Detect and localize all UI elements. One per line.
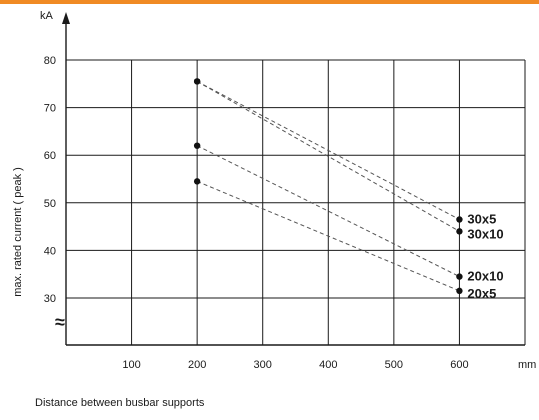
y-tick-label: 70	[44, 103, 56, 115]
series-label: 20x10	[467, 269, 503, 284]
series-label: 30x10	[467, 226, 503, 241]
top-accent-bar	[0, 0, 539, 4]
x-tick-label: 500	[385, 359, 403, 371]
series-line	[196, 80, 460, 220]
data-point	[456, 228, 463, 235]
x-tick-label: 300	[254, 359, 272, 371]
data-point	[456, 287, 463, 295]
y-unit-label: kA	[40, 10, 54, 22]
grid	[66, 59, 526, 345]
series-label: 20x5	[467, 286, 496, 301]
data-point	[193, 142, 201, 149]
x-axis-title: Distance between busbar supports	[35, 397, 205, 409]
series-label: 30x5	[467, 211, 496, 226]
x-tick-label: 600	[450, 359, 468, 371]
axis-break-icon: ≈	[55, 312, 65, 332]
series-line	[196, 180, 460, 292]
y-tick-label: 50	[44, 198, 56, 210]
x-unit-label: mm	[518, 359, 536, 371]
series-20x10: 20x10	[193, 142, 504, 284]
x-tick-label: 400	[319, 359, 337, 371]
y-axis-arrow-icon	[62, 12, 70, 24]
data-point	[456, 273, 463, 280]
y-tick-label: 60	[44, 150, 56, 162]
x-tick-label: 200	[188, 359, 206, 371]
series-line	[196, 80, 460, 232]
data-point	[193, 78, 201, 85]
series-30x10: 30x10	[193, 78, 504, 241]
y-tick-label: 30	[44, 293, 56, 305]
tick-labels: 30 40 50 60 70 80 100 200 300 400 500 600	[44, 55, 469, 371]
y-tick-label: 80	[44, 55, 56, 67]
series-20x5: 20x5	[193, 178, 496, 301]
series-30x5: 30x5	[193, 78, 496, 226]
axes	[62, 12, 525, 346]
data-point	[456, 216, 463, 223]
y-axis-title: max. rated current ( peak )	[12, 167, 24, 297]
y-tick-label: 40	[44, 245, 56, 257]
data-point	[193, 178, 201, 185]
x-tick-label: 100	[122, 359, 140, 371]
